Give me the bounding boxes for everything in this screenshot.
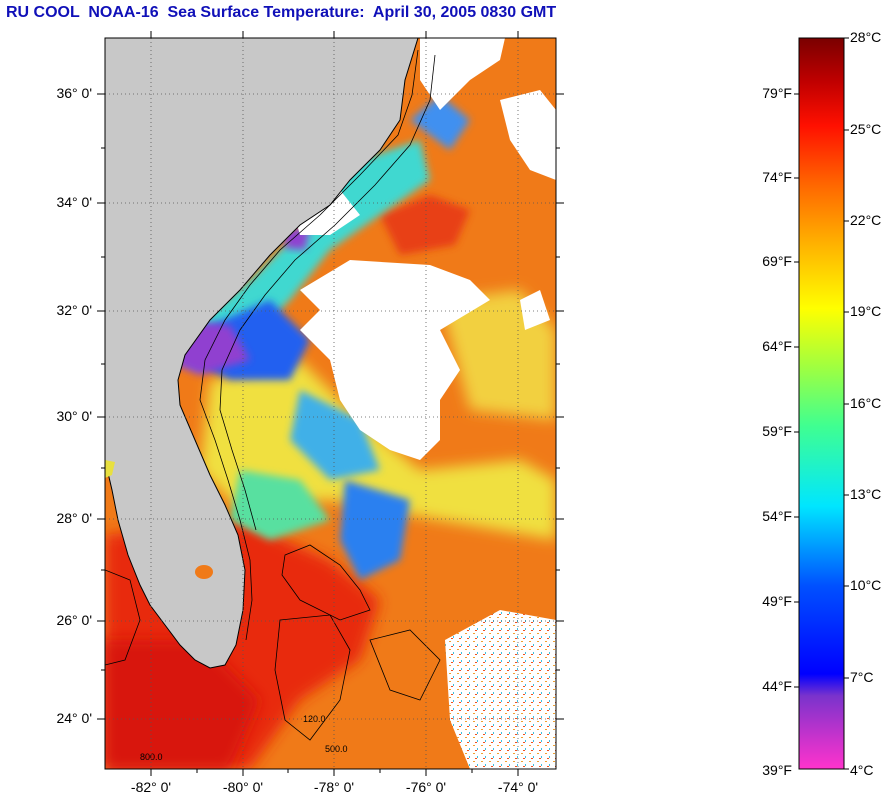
lat-label-32: 32° 0': [56, 302, 92, 318]
colorbar-f-69: 69°F: [762, 253, 792, 269]
cool-filament-2: [230, 470, 330, 540]
gulf-coast-water: [105, 460, 115, 478]
colorbar-c-4: 4°C: [850, 762, 874, 778]
lon-label-76: -76° 0': [405, 779, 447, 795]
cloud-small: [520, 290, 550, 330]
colorbar-f-74: 74°F: [762, 169, 792, 185]
lat-label-28: 28° 0': [56, 510, 92, 526]
colorbar-c-25: 25°C: [850, 121, 882, 137]
bahamas-bank-north: [281, 544, 371, 621]
sst-map: 120.0 500.0 800.0: [105, 38, 556, 769]
colorbar-ticks: [794, 37, 849, 770]
coastline: [105, 38, 419, 669]
bahamas-bank-east: [369, 629, 441, 701]
colorbar-f-54: 54°F: [762, 508, 792, 524]
colorbar-c-19: 19°C: [850, 303, 882, 319]
colorbar-f-59: 59°F: [762, 423, 792, 439]
cloud-north: [420, 38, 505, 110]
cool-filament: [290, 390, 380, 480]
lat-label-34: 34° 0': [56, 194, 92, 210]
lat-label-24: 24° 0': [56, 710, 92, 726]
bathymetry-label-120: 120.0: [303, 714, 326, 724]
colorbar-f-44: 44°F: [762, 678, 792, 694]
colorbar-c-28: 28°C: [850, 29, 882, 45]
colorbar-f-39: 39°F: [762, 762, 792, 778]
gulf-shelf-contour: [105, 569, 141, 666]
bathymetry-label-500: 500.0: [325, 744, 348, 754]
map-title: RU COOL NOAA-16 Sea Surface Temperature:…: [6, 4, 557, 21]
colorbar-f-49: 49°F: [762, 593, 792, 609]
lake-okeechobee: [195, 565, 213, 579]
colorbar-f-64: 64°F: [762, 338, 792, 354]
warm-water-deep: [105, 640, 260, 769]
lon-label-82: -82° 0': [130, 779, 172, 795]
map-frame: [104, 37, 557, 770]
lon-label-80: -80° 0': [222, 779, 264, 795]
lat-label-36: 36° 0': [56, 85, 92, 101]
lon-label-78: -78° 0': [313, 779, 355, 795]
bathymetry-label-800: 800.0: [140, 752, 163, 762]
colorbar-c-16: 16°C: [850, 395, 882, 411]
colorbar-c-13: 13°C: [850, 486, 882, 502]
cloud-ne: [500, 90, 556, 180]
minor-axis-ticks: [101, 147, 560, 773]
cloud-speckle-se: [445, 610, 556, 769]
cold-water-north: [410, 95, 470, 150]
cool-filament-3: [340, 480, 410, 580]
land-mass: [105, 38, 418, 668]
warm-eddy: [380, 195, 470, 255]
colorbar-c-7: 7°C: [850, 669, 874, 685]
cloud-central: [300, 260, 490, 460]
lat-label-30: 30° 0': [56, 408, 92, 424]
colorbar-c-10: 10°C: [850, 577, 882, 593]
lat-label-26: 26° 0': [56, 612, 92, 628]
lon-label-74: -74° 0': [497, 779, 539, 795]
axis-ticks: [97, 31, 564, 776]
bathymetry-500m: [219, 54, 436, 531]
colorbar-f-79: 79°F: [762, 85, 792, 101]
colorbar-c-22: 22°C: [850, 212, 882, 228]
bathymetry-120m: [199, 49, 419, 641]
colorbar: [798, 37, 845, 770]
